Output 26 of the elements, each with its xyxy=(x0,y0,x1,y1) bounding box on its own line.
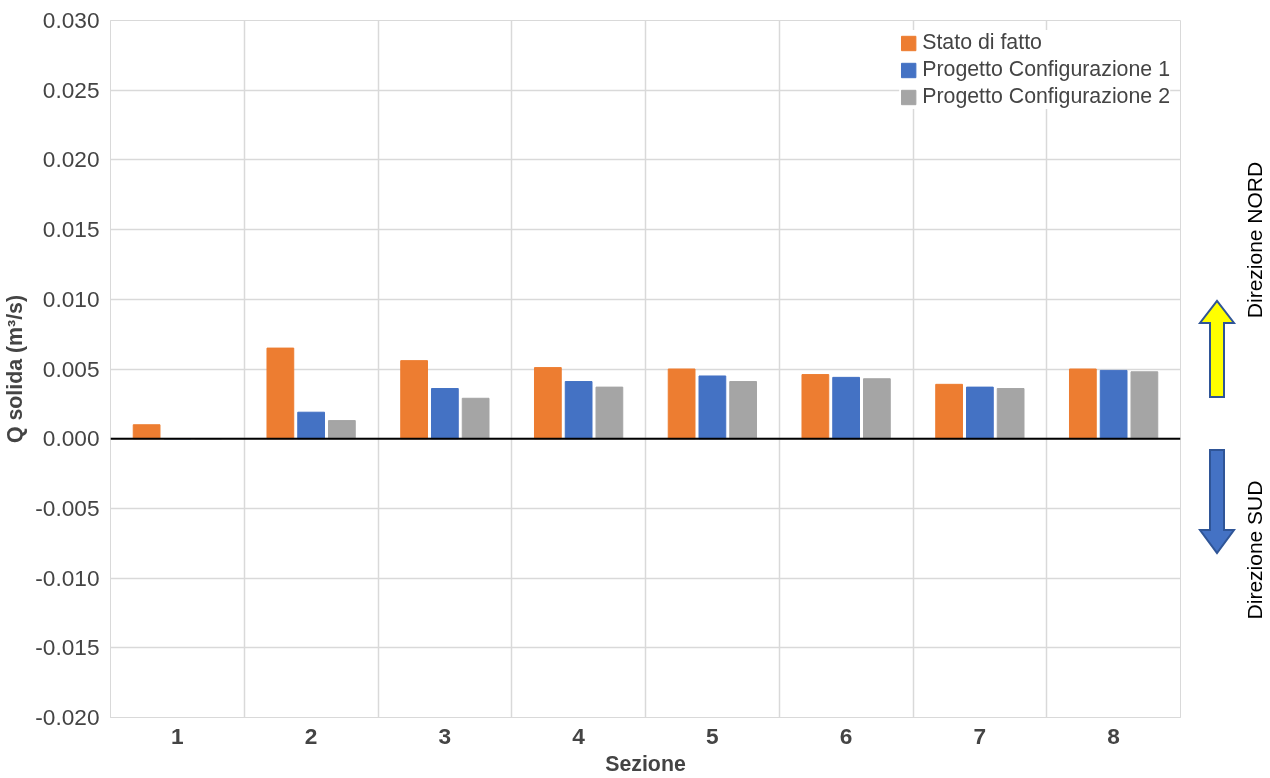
x-tick-label: 4 xyxy=(572,722,586,749)
x-tick-label: 1 xyxy=(171,722,184,749)
y-tick-label: -0.020 xyxy=(35,704,100,730)
legend-label: Stato di fatto xyxy=(922,30,1042,55)
x-tick-label: 6 xyxy=(839,722,853,749)
x-axis-title: Sezione xyxy=(605,751,686,776)
x-tick-label: 8 xyxy=(1107,722,1120,749)
y-tick-label: 0.015 xyxy=(42,216,100,243)
y-tick-label: 0.020 xyxy=(42,146,100,173)
x-tick-label: 3 xyxy=(438,722,452,749)
x-tick-label: 7 xyxy=(973,722,987,749)
legend-label: Progetto Configurazione 1 xyxy=(922,57,1170,82)
y-tick-label: 0.025 xyxy=(42,76,100,103)
y-tick-label: 0.010 xyxy=(42,285,100,312)
legend-label: Progetto Configurazione 2 xyxy=(922,84,1170,109)
y-tick-label: -0.005 xyxy=(35,494,100,521)
x-tick-label: 2 xyxy=(304,722,318,749)
x-tick-label: 5 xyxy=(706,722,719,749)
y-tick-label: 0.030 xyxy=(42,7,100,33)
y-tick-label: -0.010 xyxy=(35,564,100,591)
text: Direzione NORD xyxy=(1242,161,1266,319)
text: Direzione SUD xyxy=(1242,480,1266,620)
y-tick-label: 0.000 xyxy=(42,425,100,452)
y-tick-label: 0.005 xyxy=(42,355,100,382)
y-axis-title: Q solida (m³/s) xyxy=(3,294,28,444)
y-tick-label: -0.015 xyxy=(35,634,100,661)
